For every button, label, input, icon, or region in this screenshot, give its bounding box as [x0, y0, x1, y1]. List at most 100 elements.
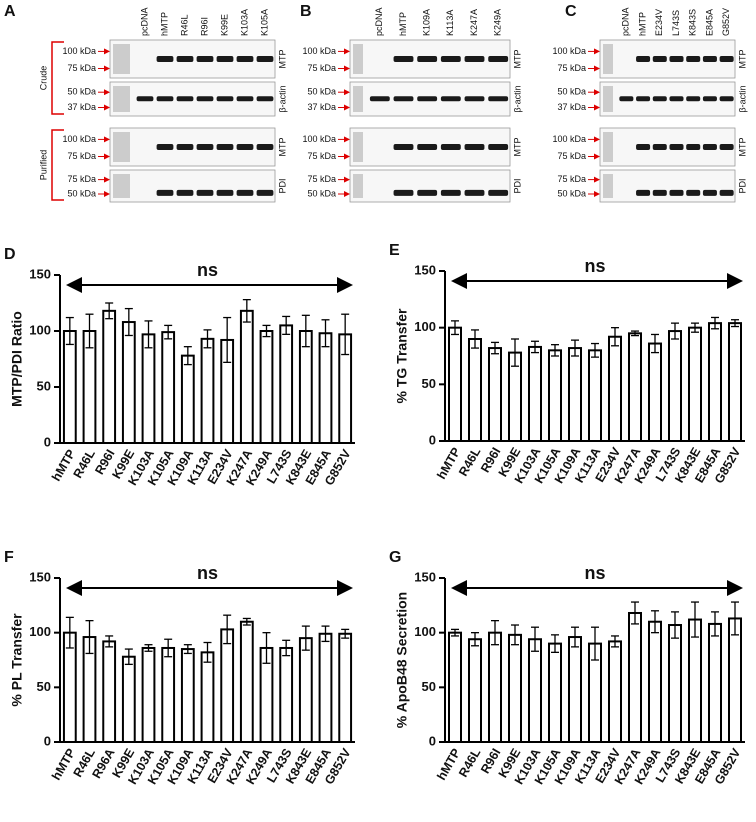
bar: [568, 347, 582, 443]
bar: [298, 330, 313, 444]
lane-label: K105A: [259, 9, 269, 36]
bar: [180, 354, 195, 445]
error-bar: [183, 346, 192, 366]
band: [440, 55, 461, 62]
x-tick-label: hMTP: [434, 445, 463, 481]
error-bar: [611, 327, 619, 347]
error-bar: [451, 320, 459, 336]
band: [136, 96, 154, 102]
error-bar: [65, 316, 74, 346]
error-bar: [242, 617, 251, 626]
y-axis-label: % PL Transfer: [9, 613, 25, 707]
error-bar: [671, 322, 679, 340]
error-bar: [451, 628, 459, 637]
x-tick-label: hMTP: [49, 746, 78, 782]
band: [236, 143, 254, 150]
y-tick-label: 0: [44, 733, 51, 748]
band: [702, 96, 717, 102]
y-tick-label: 0: [429, 733, 436, 748]
bar: [608, 335, 622, 443]
error-bar: [223, 614, 232, 645]
annotation: ns: [584, 256, 605, 276]
band: [686, 143, 701, 150]
bar: [688, 618, 702, 744]
band: [464, 143, 485, 150]
bar: [141, 646, 156, 743]
error-bar: [711, 611, 719, 637]
bar: [468, 338, 482, 442]
error-bar: [531, 340, 539, 354]
panel-letter: A: [4, 3, 16, 20]
y-tick-label: 150: [29, 266, 51, 281]
bar: [688, 326, 702, 442]
marker-label: 37 kDa: [307, 102, 336, 112]
bar: [239, 620, 254, 744]
blot-frame: [349, 169, 511, 203]
error-bar: [631, 601, 639, 625]
bar: [259, 330, 274, 444]
lane-label: hMTP: [398, 12, 408, 36]
marker-label: 100 kDa: [62, 46, 96, 56]
group-bracket: [51, 41, 64, 115]
lane-label: E234V: [654, 9, 664, 36]
band: [417, 189, 438, 196]
ladder: [353, 174, 363, 198]
band: [719, 55, 734, 62]
lane-label: K249A: [493, 9, 503, 36]
error-bar: [85, 619, 94, 655]
row-label: MTP: [512, 50, 522, 69]
ladder: [603, 86, 613, 112]
y-tick-label: 0: [429, 432, 436, 447]
band: [216, 189, 234, 196]
blot-frame: [109, 169, 276, 203]
band: [236, 55, 254, 62]
band: [464, 55, 485, 62]
bar: [62, 631, 77, 744]
ladder: [353, 132, 363, 162]
band: [176, 143, 194, 150]
x-tick-label: hMTP: [434, 746, 463, 782]
band: [256, 143, 274, 150]
bar: [728, 617, 742, 743]
bar: [488, 631, 502, 744]
error-bar: [341, 313, 350, 356]
band: [369, 96, 390, 102]
lane-label: K99E: [219, 14, 229, 36]
band: [440, 96, 461, 102]
marker-label: 75 kDa: [307, 151, 336, 161]
bar: [568, 636, 582, 743]
band: [719, 189, 734, 196]
error-bar: [223, 316, 232, 364]
lane-label: pcDNA: [374, 7, 384, 36]
band: [256, 189, 274, 196]
band: [256, 96, 274, 102]
y-tick-label: 50: [422, 679, 436, 694]
y-tick-label: 100: [29, 322, 51, 337]
ladder: [113, 86, 130, 112]
band: [702, 189, 717, 196]
error-bar: [105, 302, 114, 320]
marker-label: 75 kDa: [67, 63, 96, 73]
band: [393, 143, 414, 150]
error-bar: [301, 314, 310, 348]
bar: [180, 648, 195, 743]
error-bar: [551, 344, 559, 357]
panel-letter: F: [4, 549, 14, 566]
error-bar: [691, 601, 699, 638]
band: [719, 96, 734, 102]
panel-letter: B: [300, 3, 312, 20]
error-bar: [551, 634, 559, 653]
band: [196, 189, 214, 196]
error-bar: [531, 626, 539, 652]
error-bar: [591, 626, 599, 661]
error-bar: [571, 339, 579, 357]
lane-label: hMTP: [637, 12, 647, 36]
y-axis-label: % ApoB48 Secretion: [394, 592, 410, 728]
bar: [121, 321, 136, 445]
lane-label: G852V: [721, 8, 731, 36]
lane-label: K247A: [469, 9, 479, 36]
error-bar: [242, 298, 251, 323]
error-bar: [471, 329, 479, 349]
bar: [508, 633, 522, 743]
